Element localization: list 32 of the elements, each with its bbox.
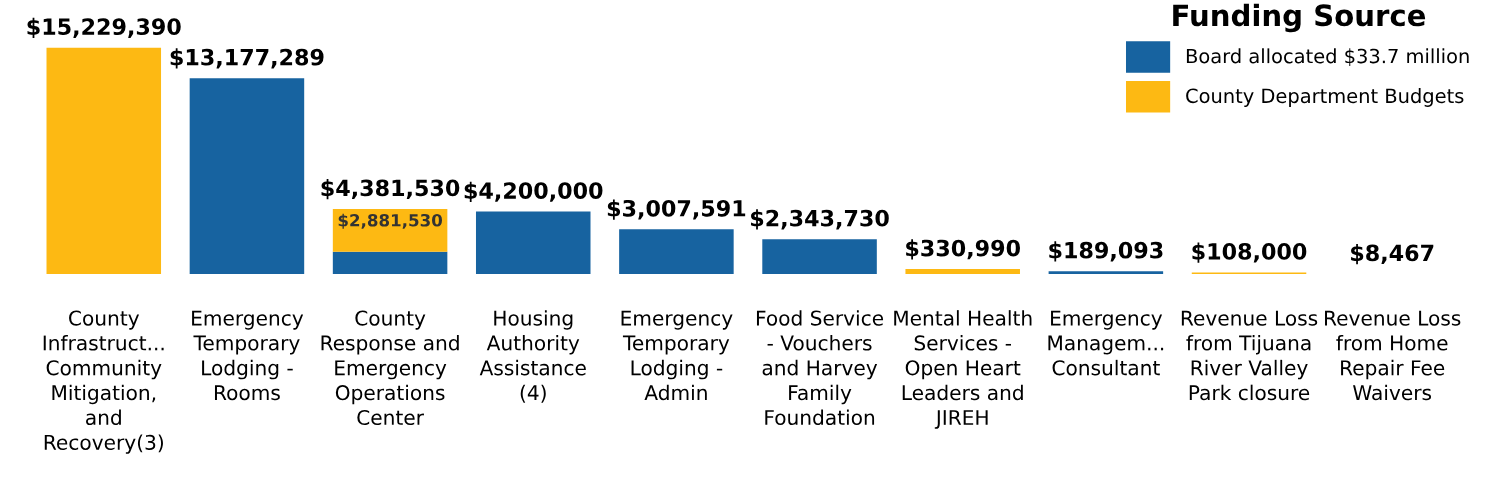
x-tick-label: Emergency Temporary Lodging - Admin <box>621 310 733 401</box>
data-label: $2,881,530 <box>338 213 443 229</box>
x-tick-label: Emergency Temporary Lodging - Rooms <box>192 310 304 401</box>
x-tick-label: County Response and Emergency Operations Center <box>321 310 459 426</box>
total-label: $3,007,591 <box>607 199 746 220</box>
legend-label: County Department Budgets <box>1186 88 1464 107</box>
bar <box>189 78 305 275</box>
legend-title: Funding Source <box>1173 3 1426 33</box>
total-label: $4,200,000 <box>464 181 603 202</box>
bar <box>1048 271 1164 275</box>
x-tick-label: Revenue Loss from Home Repair Fee Waivers <box>1325 310 1461 401</box>
bar <box>619 229 734 275</box>
total-label: $189,093 <box>1049 241 1163 262</box>
total-label: $2,343,730 <box>751 209 889 230</box>
bar <box>762 239 877 275</box>
total-label: $108,000 <box>1192 242 1307 263</box>
total-label: $13,177,289 <box>170 48 324 69</box>
bar <box>332 251 448 275</box>
bar <box>475 211 591 275</box>
legend-label: Board allocated $33.7 million <box>1186 48 1469 66</box>
x-tick-label: Emergency Managem... Consultant <box>1048 310 1164 376</box>
bar <box>46 47 162 275</box>
total-label: $8,467 <box>1351 244 1434 265</box>
total-label: $15,229,390 <box>27 17 181 38</box>
x-tick-label: County Infrastruct... Community Mitigation, and Recovery(3) <box>43 310 164 454</box>
total-label: $330,990 <box>906 239 1020 260</box>
x-tick-label: Food Service - Vouchers and Harvey Family Foundation <box>756 310 884 426</box>
total-label: $4,381,530 <box>321 179 460 200</box>
x-tick-label: Mental Health Services - Open Heart Leaders and JIREH <box>894 310 1032 429</box>
bar <box>905 269 1020 275</box>
x-tick-label: Housing Authority Assistance (4) <box>479 310 586 403</box>
x-tick-label: Revenue Loss from Tijuana River Valley Park closure <box>1181 310 1318 401</box>
